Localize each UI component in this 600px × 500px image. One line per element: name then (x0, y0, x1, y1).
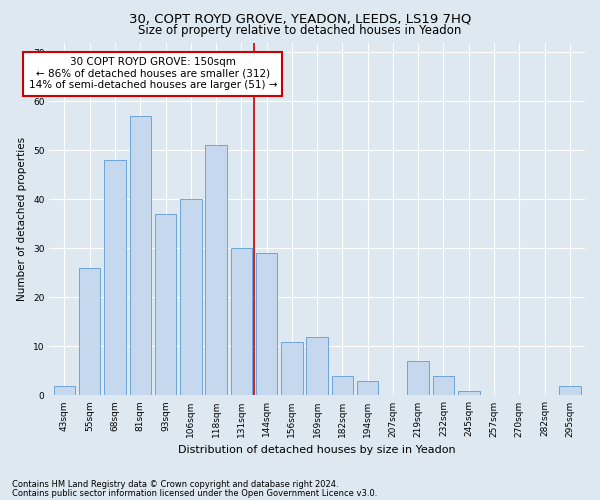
Bar (307, 336, 328, 396)
Text: Contains public sector information licensed under the Open Government Licence v3: Contains public sector information licen… (12, 489, 377, 498)
Y-axis label: Number of detached properties: Number of detached properties (17, 137, 28, 301)
Bar (104, 160, 126, 396)
Bar (332, 376, 353, 396)
Bar (458, 390, 479, 396)
Bar (130, 116, 151, 396)
Bar (79, 268, 100, 396)
Bar (54, 386, 75, 396)
Bar (433, 376, 454, 396)
Bar (155, 214, 176, 396)
Text: 30 COPT ROYD GROVE: 150sqm
← 86% of detached houses are smaller (312)
14% of sem: 30 COPT ROYD GROVE: 150sqm ← 86% of deta… (29, 57, 277, 90)
Text: Size of property relative to detached houses in Yeadon: Size of property relative to detached ho… (139, 24, 461, 37)
Text: 30, COPT ROYD GROVE, YEADON, LEEDS, LS19 7HQ: 30, COPT ROYD GROVE, YEADON, LEEDS, LS19… (129, 12, 471, 26)
Bar (407, 361, 429, 396)
Bar (357, 380, 379, 396)
Bar (205, 146, 227, 396)
Text: Contains HM Land Registry data © Crown copyright and database right 2024.: Contains HM Land Registry data © Crown c… (12, 480, 338, 489)
Bar (559, 386, 581, 396)
X-axis label: Distribution of detached houses by size in Yeadon: Distribution of detached houses by size … (178, 445, 456, 455)
Bar (281, 342, 302, 396)
Bar (256, 254, 277, 396)
Bar (180, 200, 202, 396)
Bar (230, 248, 252, 396)
